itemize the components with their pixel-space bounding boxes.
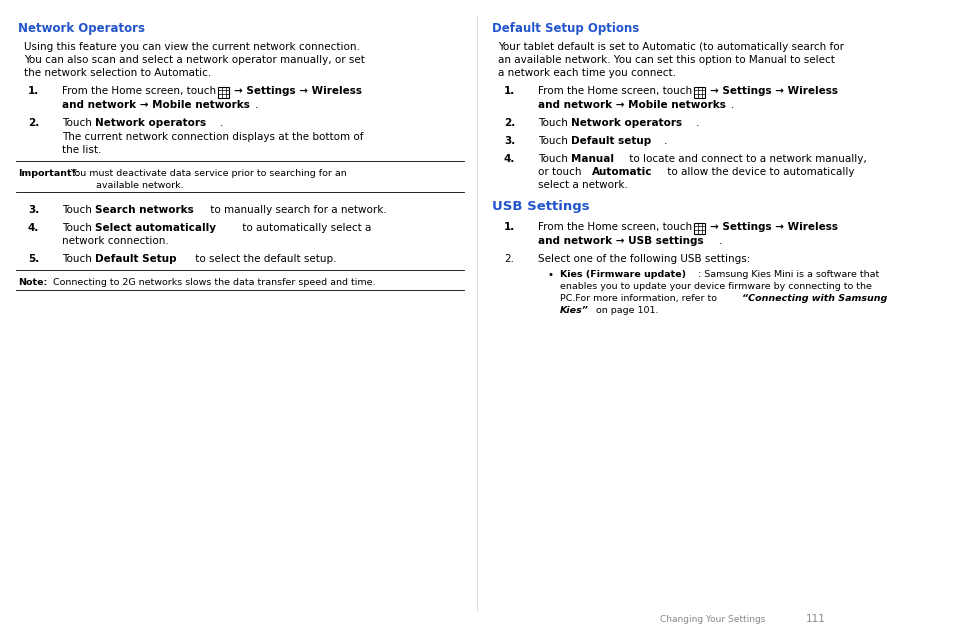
Text: the list.: the list. bbox=[62, 145, 101, 155]
Text: to locate and connect to a network manually,: to locate and connect to a network manua… bbox=[625, 154, 866, 164]
Text: Using this feature you can view the current network connection.: Using this feature you can view the curr… bbox=[24, 42, 359, 52]
Text: Important!:: Important!: bbox=[18, 169, 80, 178]
Text: The current network connection displays at the bottom of: The current network connection displays … bbox=[62, 132, 363, 142]
Text: 3.: 3. bbox=[28, 205, 39, 215]
Text: From the Home screen, touch: From the Home screen, touch bbox=[537, 222, 691, 232]
Text: to manually search for a network.: to manually search for a network. bbox=[207, 205, 386, 215]
Text: or touch: or touch bbox=[537, 167, 584, 177]
Text: Manual: Manual bbox=[571, 154, 614, 164]
Text: 2.: 2. bbox=[503, 118, 515, 128]
Text: “Connecting with Samsung: “Connecting with Samsung bbox=[741, 294, 886, 303]
Text: enables you to update your device firmware by connecting to the: enables you to update your device firmwa… bbox=[559, 282, 871, 291]
FancyBboxPatch shape bbox=[694, 223, 705, 233]
Text: USB Settings: USB Settings bbox=[492, 200, 589, 213]
Text: Touch: Touch bbox=[62, 118, 95, 128]
Text: select a network.: select a network. bbox=[537, 180, 627, 190]
Text: .: . bbox=[696, 118, 699, 128]
Text: Touch: Touch bbox=[62, 205, 95, 215]
Text: 3.: 3. bbox=[503, 136, 515, 146]
Text: Touch: Touch bbox=[537, 118, 571, 128]
Text: •: • bbox=[547, 270, 554, 280]
Text: .: . bbox=[663, 136, 667, 146]
Text: Automatic: Automatic bbox=[592, 167, 652, 177]
Text: 1.: 1. bbox=[28, 86, 39, 96]
Text: Kies (Firmware update): Kies (Firmware update) bbox=[559, 270, 685, 279]
Text: Connecting to 2G networks slows the data transfer speed and time.: Connecting to 2G networks slows the data… bbox=[50, 278, 375, 287]
Text: 4.: 4. bbox=[503, 154, 515, 164]
Text: Network Operators: Network Operators bbox=[18, 22, 145, 35]
Text: Network operators: Network operators bbox=[95, 118, 206, 128]
Text: and network → Mobile networks: and network → Mobile networks bbox=[537, 100, 725, 110]
Text: Search networks: Search networks bbox=[95, 205, 193, 215]
Text: Default setup: Default setup bbox=[571, 136, 651, 146]
Text: Kies”: Kies” bbox=[559, 306, 588, 315]
Text: Select automatically: Select automatically bbox=[95, 223, 215, 233]
Text: and network → Mobile networks: and network → Mobile networks bbox=[62, 100, 250, 110]
Text: Your tablet default is set to Automatic (to automatically search for: Your tablet default is set to Automatic … bbox=[497, 42, 843, 52]
Text: .: . bbox=[719, 236, 721, 246]
Text: You can also scan and select a network operator manually, or set: You can also scan and select a network o… bbox=[24, 55, 364, 65]
Text: Touch: Touch bbox=[62, 223, 95, 233]
Text: Select one of the following USB settings:: Select one of the following USB settings… bbox=[537, 254, 750, 264]
Text: Default Setup Options: Default Setup Options bbox=[492, 22, 639, 35]
Text: 2.: 2. bbox=[503, 254, 514, 264]
Text: .: . bbox=[254, 100, 258, 110]
Text: From the Home screen, touch: From the Home screen, touch bbox=[537, 86, 691, 96]
FancyBboxPatch shape bbox=[218, 86, 230, 97]
Text: .: . bbox=[730, 100, 734, 110]
Text: 2.: 2. bbox=[28, 118, 39, 128]
Text: → Settings → Wireless: → Settings → Wireless bbox=[233, 86, 361, 96]
Text: 5.: 5. bbox=[28, 254, 39, 264]
Text: From the Home screen, touch: From the Home screen, touch bbox=[62, 86, 216, 96]
Text: PC.For more information, refer to: PC.For more information, refer to bbox=[559, 294, 722, 303]
Text: Touch: Touch bbox=[537, 136, 571, 146]
Text: Default Setup: Default Setup bbox=[95, 254, 176, 264]
Text: → Settings → Wireless: → Settings → Wireless bbox=[709, 222, 837, 232]
Text: an available network. You can set this option to Manual to select: an available network. You can set this o… bbox=[497, 55, 834, 65]
Text: the network selection to Automatic.: the network selection to Automatic. bbox=[24, 68, 211, 78]
Text: on page 101.: on page 101. bbox=[589, 306, 658, 315]
Text: 111: 111 bbox=[805, 614, 825, 624]
Text: You must deactivate data service prior to searching for an: You must deactivate data service prior t… bbox=[70, 169, 346, 178]
Text: Touch: Touch bbox=[537, 154, 571, 164]
Text: to allow the device to automatically: to allow the device to automatically bbox=[663, 167, 854, 177]
Text: network connection.: network connection. bbox=[62, 236, 169, 246]
Text: to select the default setup.: to select the default setup. bbox=[192, 254, 336, 264]
Text: available network.: available network. bbox=[96, 181, 183, 190]
Text: 4.: 4. bbox=[28, 223, 39, 233]
Text: Note:: Note: bbox=[18, 278, 48, 287]
FancyBboxPatch shape bbox=[694, 86, 705, 97]
Text: to automatically select a: to automatically select a bbox=[239, 223, 371, 233]
Text: and network → USB settings: and network → USB settings bbox=[537, 236, 703, 246]
Text: Touch: Touch bbox=[62, 254, 95, 264]
Text: 1.: 1. bbox=[503, 222, 515, 232]
Text: .: . bbox=[220, 118, 223, 128]
Text: → Settings → Wireless: → Settings → Wireless bbox=[709, 86, 837, 96]
Text: Network operators: Network operators bbox=[571, 118, 681, 128]
Text: 1.: 1. bbox=[503, 86, 515, 96]
Text: : Samsung Kies Mini is a software that: : Samsung Kies Mini is a software that bbox=[698, 270, 879, 279]
Text: a network each time you connect.: a network each time you connect. bbox=[497, 68, 676, 78]
Text: Changing Your Settings: Changing Your Settings bbox=[659, 615, 764, 624]
